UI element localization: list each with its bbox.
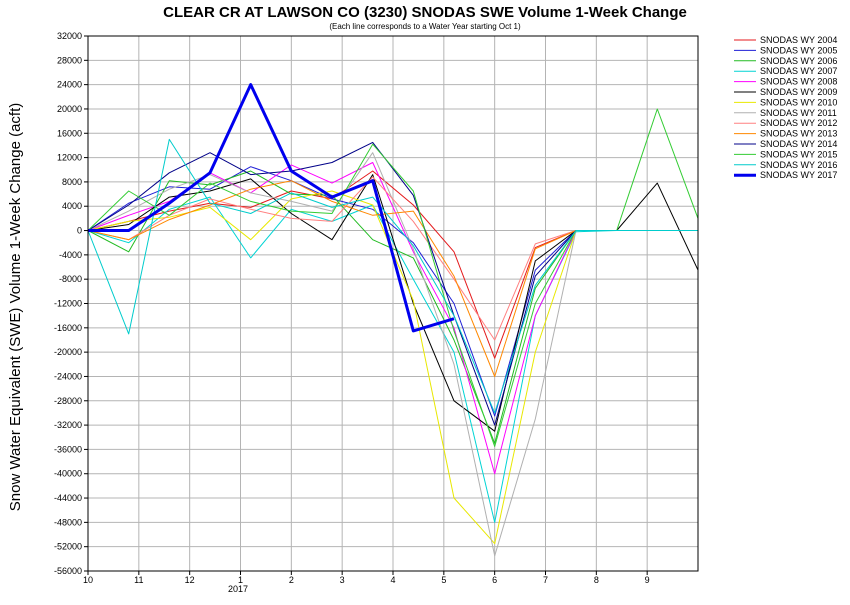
legend-label: SNODAS WY 2007 (760, 66, 837, 76)
legend-label: SNODAS WY 2016 (760, 160, 837, 170)
series-lines (87, 83, 699, 557)
legend-label: SNODAS WY 2008 (760, 77, 837, 87)
y-tick-label: 32000 (57, 31, 82, 41)
x-tick-label: 10 (83, 575, 93, 585)
x-tick-label: 6 (492, 575, 497, 585)
y-tick-label: 4000 (62, 201, 82, 211)
legend-label: SNODAS WY 2013 (760, 129, 837, 139)
x-tick-label: 5 (441, 575, 446, 585)
y-tick-label: -44000 (54, 493, 82, 503)
x-tick-label: 11 (134, 575, 143, 585)
legend-label: SNODAS WY 2011 (760, 108, 837, 118)
y-tick-label: -56000 (54, 566, 82, 576)
legend-label: SNODAS WY 2012 (760, 118, 837, 128)
chart-title: CLEAR CR AT LAWSON CO (3230) SNODAS SWE … (163, 4, 687, 21)
y-axis-label: Snow Water Equivalent (SWE) Volume 1-Wee… (7, 103, 24, 512)
y-tick-label: -24000 (54, 371, 82, 381)
legend-label: SNODAS WY 2015 (760, 149, 837, 159)
x-tick-label: 1 (238, 575, 243, 585)
y-tick-label: 20000 (57, 104, 82, 114)
legend-label: SNODAS WY 2017 (760, 170, 837, 180)
series-line (88, 83, 455, 333)
x-tick-label: 7 (543, 575, 548, 585)
y-tick-label: 16000 (57, 128, 82, 138)
legend-label: SNODAS WY 2009 (760, 87, 837, 97)
x-tick-label: 2 (289, 575, 294, 585)
legend-label: SNODAS WY 2010 (760, 97, 837, 107)
y-tick-label: -4000 (59, 250, 82, 260)
y-tick-label: 28000 (57, 55, 82, 65)
x-year-label: 2017 (228, 584, 248, 594)
y-tick-label: -16000 (54, 323, 82, 333)
y-tick-label: -52000 (54, 542, 82, 552)
y-tick-label: -20000 (54, 347, 82, 357)
y-tick-label: -36000 (54, 444, 82, 454)
y-tick-label: -8000 (59, 274, 82, 284)
legend-label: SNODAS WY 2004 (760, 35, 837, 45)
y-tick-label: 24000 (57, 80, 82, 90)
y-tick-label: 8000 (62, 177, 82, 187)
legend-label: SNODAS WY 2006 (760, 56, 837, 66)
y-tick-label: 0 (77, 226, 82, 236)
series-line (87, 196, 698, 523)
grid-lines (88, 36, 698, 571)
y-tick-label: -28000 (54, 396, 82, 406)
y-tick-label: -48000 (54, 517, 82, 527)
y-tick-label: -40000 (54, 469, 82, 479)
y-tick-label: 12000 (57, 153, 82, 163)
x-tick-label: 9 (645, 575, 650, 585)
series-line (87, 138, 698, 414)
chart-subtitle: (Each line corresponds to a Water Year s… (329, 22, 521, 31)
axis-ticks: 32000 28000 24000 20000 16000 12000 8000 4000 0 -… (54, 31, 650, 585)
x-tick-label: 12 (185, 575, 195, 585)
legend-label: SNODAS WY 2005 (760, 45, 837, 55)
x-tick-label: 4 (390, 575, 395, 585)
y-tick-label: -32000 (54, 420, 82, 430)
y-tick-label: -12000 (54, 299, 82, 309)
x-tick-label: 3 (340, 575, 345, 585)
legend-label: SNODAS WY 2014 (760, 139, 837, 149)
x-tick-label: 8 (594, 575, 599, 585)
